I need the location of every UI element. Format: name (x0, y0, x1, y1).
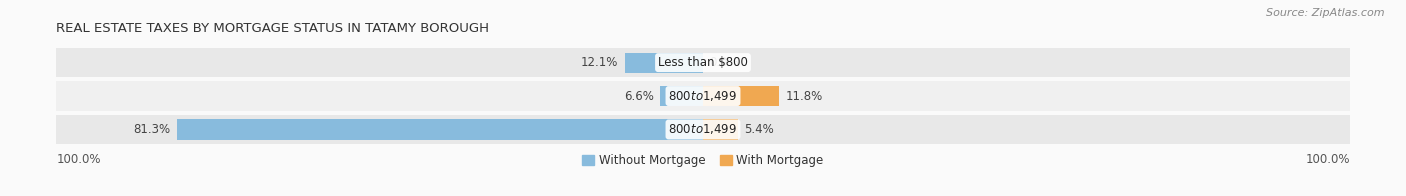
Bar (177, 119, 703, 140)
Bar (56, 81, 1350, 111)
Text: Source: ZipAtlas.com: Source: ZipAtlas.com (1267, 8, 1385, 18)
Text: $800 to $1,499: $800 to $1,499 (668, 122, 738, 136)
Text: Less than $800: Less than $800 (658, 56, 748, 69)
Bar (624, 53, 703, 73)
Text: 100.0%: 100.0% (56, 153, 101, 166)
Text: 12.1%: 12.1% (581, 56, 619, 69)
Legend: Without Mortgage, With Mortgage: Without Mortgage, With Mortgage (582, 154, 824, 167)
Text: 11.8%: 11.8% (786, 90, 823, 103)
Text: 6.6%: 6.6% (624, 90, 654, 103)
Text: $800 to $1,499: $800 to $1,499 (668, 89, 738, 103)
Text: REAL ESTATE TAXES BY MORTGAGE STATUS IN TATAMY BOROUGH: REAL ESTATE TAXES BY MORTGAGE STATUS IN … (56, 22, 489, 35)
Text: 100.0%: 100.0% (1305, 153, 1350, 166)
Bar (661, 86, 703, 106)
Text: 5.4%: 5.4% (744, 123, 775, 136)
Text: 0.0%: 0.0% (710, 56, 740, 69)
Bar (56, 115, 1350, 144)
Bar (703, 86, 779, 106)
Bar (703, 119, 738, 140)
Text: 81.3%: 81.3% (134, 123, 170, 136)
Bar (56, 48, 1350, 77)
